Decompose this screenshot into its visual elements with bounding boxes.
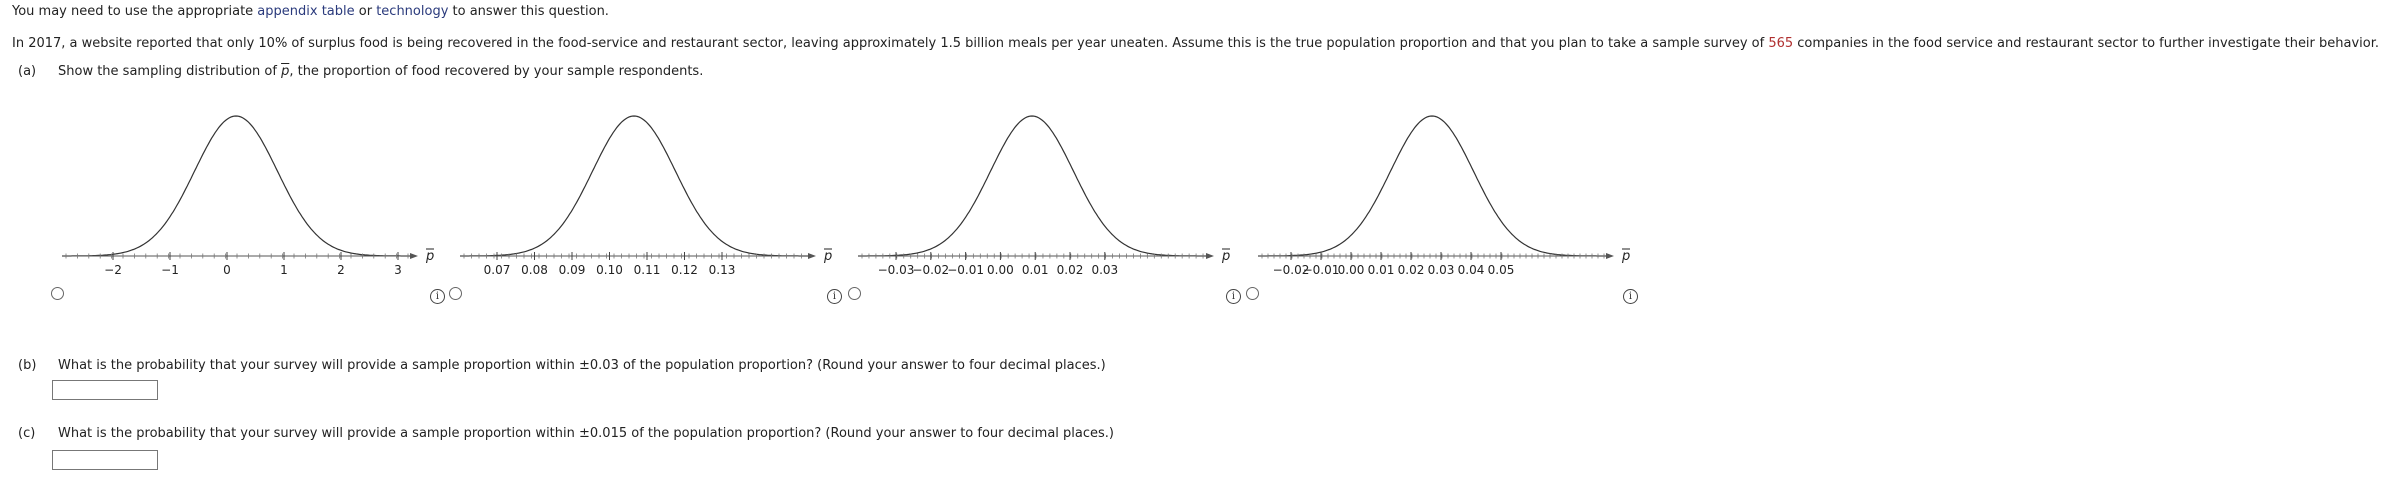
axis-arrow-icon — [1606, 253, 1614, 259]
info-icon-1[interactable]: i — [430, 289, 445, 304]
part-b-answer-input[interactable] — [52, 380, 158, 400]
graph-option-2[interactable]: 0.07 0.08 0.09 0.10 0.11 0.12 0.13 p — [460, 115, 832, 277]
tick-label: −0.01 — [1303, 263, 1340, 277]
axis-symbol: p — [425, 249, 434, 264]
problem-text-2: companies in the food service and restau… — [1793, 36, 2380, 51]
tick-label: 0.09 — [559, 263, 586, 277]
normal-curve — [1258, 115, 1606, 257]
graph-option-3[interactable]: −0.03−0.02−0.01 0.00 0.01 0.02 0.03 p — [858, 115, 1230, 277]
intro-mid: or — [354, 4, 377, 19]
info-icon-4[interactable]: i — [1623, 289, 1638, 304]
part-c-question: (c) What is the probability that your sur… — [18, 426, 1114, 441]
tick-label: 0.05 — [1488, 263, 1515, 277]
tick-label: 0.03 — [1091, 263, 1118, 277]
intro-suffix: to answer this question. — [448, 4, 609, 19]
tick-label: 0.12 — [671, 263, 698, 277]
graph-option-1[interactable]: −2 −1 0 1 2 3 p — [62, 115, 434, 277]
tick-label: 0.11 — [634, 263, 661, 277]
graph-option-4-radio[interactable] — [1246, 287, 1259, 300]
axis-arrow-icon — [410, 253, 418, 259]
tick-label: 0.02 — [1057, 263, 1084, 277]
graph-option-3-radio[interactable] — [848, 287, 861, 300]
tick-label: 0.13 — [709, 263, 736, 277]
part-c-answer-input[interactable] — [52, 450, 158, 470]
p-bar-symbol: p — [281, 64, 290, 79]
tick-label: 0.02 — [1398, 263, 1425, 277]
axis-symbol: p — [1221, 249, 1230, 264]
intro-prefix: You may need to use the appropriate — [12, 4, 258, 19]
normal-curve — [62, 115, 410, 257]
tick-label: −0.02 — [912, 263, 949, 277]
graph-option-2-radio[interactable] — [449, 287, 462, 300]
part-b-text: What is the probability that your survey… — [58, 358, 1106, 373]
tick-label: 0.01 — [1368, 263, 1395, 277]
axis-arrow-icon — [808, 253, 816, 259]
graph-option-1-radio[interactable] — [51, 287, 64, 300]
tick-label: 0 — [223, 263, 231, 277]
normal-curve — [858, 115, 1206, 257]
part-a-text-after: , the proportion of food recovered by yo… — [289, 64, 704, 79]
sample-size: 565 — [1768, 36, 1794, 51]
tick-label: −0.02 — [1273, 263, 1310, 277]
axis-arrow-icon — [1206, 253, 1214, 259]
part-b-question: (b) What is the probability that your sur… — [18, 358, 1106, 373]
tick-label: −0.03 — [878, 263, 915, 277]
tick-label: 0.07 — [484, 263, 511, 277]
part-b-label: (b) — [18, 358, 37, 373]
info-icon-3[interactable]: i — [1226, 289, 1241, 304]
tick-label: 0.08 — [521, 263, 548, 277]
tick-label: −1 — [161, 263, 179, 277]
tick-label: 1 — [280, 263, 288, 277]
normal-curve — [460, 115, 808, 257]
tick-label: 2 — [337, 263, 345, 277]
part-c-label: (c) — [18, 426, 36, 441]
axis-symbol: p — [1621, 249, 1630, 264]
problem-statement: In 2017, a website reported that only 10… — [12, 36, 2379, 51]
tick-label: −2 — [104, 263, 122, 277]
intro-text: You may need to use the appropriate appe… — [12, 4, 609, 19]
problem-text-1: In 2017, a website reported that only 10… — [12, 36, 1769, 51]
part-a-label: (a) — [18, 64, 37, 79]
tick-label: 0.10 — [596, 263, 623, 277]
part-c-text: What is the probability that your survey… — [58, 426, 1114, 441]
part-a-text-before: Show the sampling distribution of — [58, 64, 282, 79]
graph-option-4[interactable]: −0.02−0.010.00 0.01 0.02 0.03 0.04 0.05 p — [1258, 115, 1630, 277]
tick-label: 0.00 — [1338, 263, 1365, 277]
appendix-table-link[interactable]: appendix table — [257, 4, 355, 19]
graph-options: −2 −1 0 1 2 3p 0.07 0.08 0.09 0.10 0.11 0.12 0.13p … — [62, 115, 1630, 277]
axis-symbol: p — [823, 249, 832, 264]
info-icon-2[interactable]: i — [827, 289, 842, 304]
technology-link[interactable]: technology — [376, 4, 449, 19]
tick-label: −0.01 — [947, 263, 984, 277]
part-a-question: (a) Show the sampling distribution of p, … — [18, 64, 703, 79]
tick-label: 3 — [394, 263, 402, 277]
tick-label: 0.01 — [1022, 263, 1049, 277]
tick-label: 0.04 — [1458, 263, 1485, 277]
tick-label: 0.03 — [1428, 263, 1455, 277]
tick-label: 0.00 — [987, 263, 1014, 277]
